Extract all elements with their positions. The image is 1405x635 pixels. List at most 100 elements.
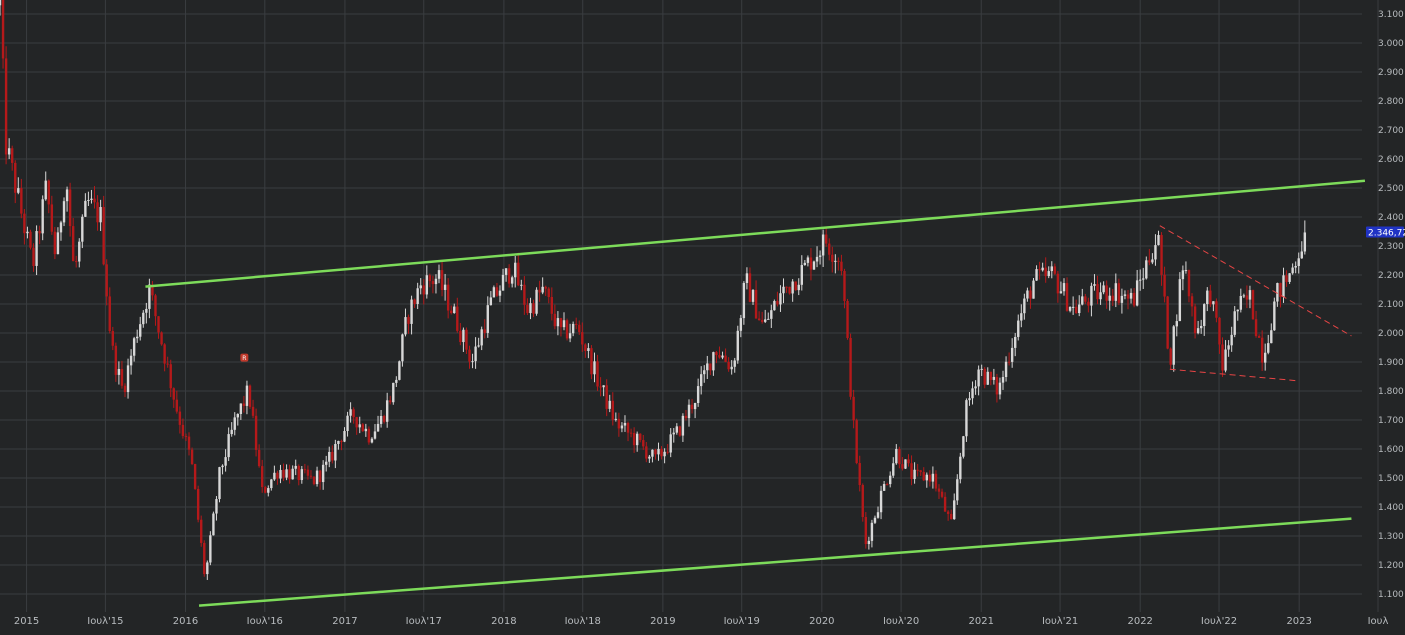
candle-body — [434, 278, 438, 285]
candle-body — [645, 446, 648, 459]
candle-body — [642, 440, 645, 447]
candle-body — [120, 369, 124, 386]
candle-body — [169, 364, 172, 389]
candle-body — [248, 385, 252, 407]
candle-body — [404, 317, 407, 335]
x-axis[interactable]: 2015 Ιουλ'15 2016 Ιουλ'16 2017 Ιουλ'17 2018 Ιου… — [14, 616, 1389, 627]
candle-body — [1233, 311, 1236, 335]
candle-body — [992, 376, 996, 380]
candle-body — [532, 303, 535, 314]
trendlines-layer[interactable] — [145, 179, 1366, 607]
candle-body — [745, 273, 749, 283]
candle-body — [1108, 295, 1111, 301]
candle-body — [596, 361, 599, 387]
candle-body — [62, 201, 66, 223]
candles-layer — [0, 0, 1307, 580]
y-tick-label: 2.100 — [1378, 300, 1404, 310]
candle-body — [468, 349, 471, 362]
candle-body — [852, 396, 855, 421]
candle-body — [416, 288, 419, 304]
candle-body — [757, 318, 761, 321]
candle-body — [1114, 283, 1118, 301]
candle-body — [773, 301, 776, 311]
candle-body — [898, 448, 901, 465]
candle-body — [510, 277, 514, 284]
candle-body — [1166, 296, 1169, 349]
candle-body — [901, 464, 904, 469]
candle-body — [742, 282, 746, 319]
candle-body — [273, 472, 276, 480]
candle-body — [559, 318, 563, 328]
y-tick-label: 1.900 — [1378, 358, 1404, 368]
candle-body — [486, 305, 489, 333]
candle-body — [666, 451, 669, 453]
candle-body — [14, 162, 17, 193]
candle-body — [1041, 267, 1044, 271]
candle-body — [1157, 235, 1160, 246]
candle-body — [148, 284, 151, 309]
candle-body — [178, 411, 182, 425]
x-tick-label: Ιουλ'21 — [1042, 616, 1078, 627]
candle-body — [227, 434, 230, 458]
x-tick-label: Ιουλ'15 — [87, 616, 123, 627]
candle-body — [925, 474, 928, 481]
candle-body — [931, 473, 935, 482]
trendline-wedge-lower[interactable] — [1169, 368, 1299, 382]
candle-body — [1090, 285, 1093, 306]
candle-body — [282, 469, 285, 478]
candle-body — [983, 368, 986, 385]
candle-body — [443, 284, 447, 290]
candle-body — [154, 295, 157, 317]
candle-body — [986, 371, 989, 385]
candle-body — [809, 257, 813, 270]
trendline-lower-channel[interactable] — [198, 517, 1352, 607]
candle-body — [916, 469, 919, 471]
candle-body — [392, 382, 395, 403]
candle-body — [541, 286, 544, 293]
trendline-upper-channel[interactable] — [145, 179, 1366, 288]
y-axis[interactable]: 3.100 3.000 2.900 2.800 2.700 2.600 2.500 2.400… — [1378, 10, 1404, 600]
candle-body — [184, 435, 188, 437]
trendline-wedge-upper[interactable] — [1159, 225, 1352, 337]
candle-body — [1135, 280, 1139, 306]
candle-body — [1263, 352, 1267, 363]
candle-body — [632, 433, 636, 446]
candle-body — [267, 488, 270, 493]
candle-body — [480, 329, 483, 346]
candle-body — [504, 268, 508, 275]
candle-body — [870, 522, 874, 541]
y-tick-label: 1.400 — [1378, 503, 1404, 513]
candle-body — [962, 436, 965, 457]
candle-body — [193, 464, 197, 489]
candle-body — [1267, 343, 1270, 353]
candle-body — [1120, 295, 1124, 303]
candle-body — [428, 275, 432, 282]
candle-body — [373, 431, 377, 439]
candle-body — [291, 468, 294, 480]
candle-body — [270, 479, 273, 489]
candle-body — [623, 422, 627, 426]
candle-body — [806, 257, 810, 263]
candle-body — [1196, 328, 1200, 334]
y-tick-label: 1.200 — [1378, 561, 1404, 571]
candle-body — [1026, 290, 1029, 299]
candle-body — [157, 316, 160, 333]
x-tick-label: 2016 — [173, 616, 198, 627]
candle-body — [1300, 251, 1303, 259]
candle-body — [803, 262, 807, 266]
candle-body — [239, 403, 243, 414]
candle-body — [660, 448, 663, 457]
candle-body — [17, 188, 20, 193]
candle-body — [145, 308, 148, 313]
candle-body — [401, 334, 404, 362]
candle-body — [602, 385, 605, 388]
candle-body — [934, 473, 938, 489]
candle-body — [657, 448, 660, 455]
candle-body — [1132, 292, 1136, 306]
candle-body — [855, 420, 858, 464]
candle-body — [678, 426, 682, 436]
candle-body — [800, 265, 803, 285]
candle-body — [1010, 347, 1014, 362]
